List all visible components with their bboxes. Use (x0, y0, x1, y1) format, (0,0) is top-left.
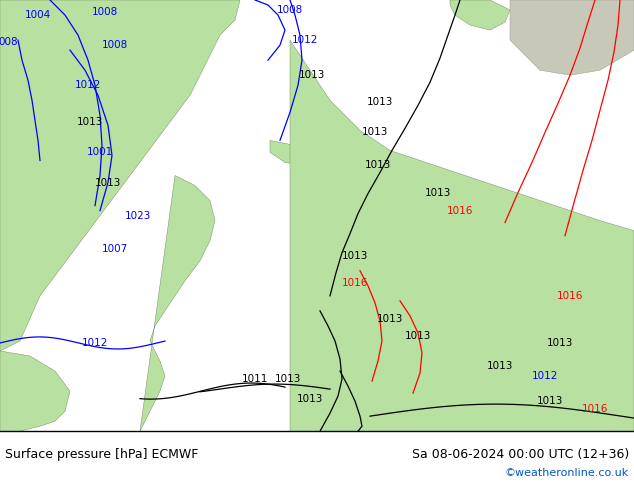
Text: ©weatheronline.co.uk: ©weatheronline.co.uk (505, 468, 629, 478)
Polygon shape (450, 0, 510, 30)
Text: 1012: 1012 (82, 338, 108, 348)
Polygon shape (400, 182, 414, 193)
Text: 1012: 1012 (292, 35, 318, 45)
Text: 1007: 1007 (102, 244, 128, 254)
Text: 1004: 1004 (25, 10, 51, 20)
Text: 1023: 1023 (125, 211, 151, 220)
Text: 1013: 1013 (77, 117, 103, 127)
Text: 1013: 1013 (537, 396, 563, 406)
Text: 1013: 1013 (377, 314, 403, 324)
Text: 008: 008 (0, 37, 18, 47)
Text: 1011: 1011 (242, 374, 268, 384)
Text: 1013: 1013 (297, 394, 323, 404)
Text: 1008: 1008 (102, 40, 128, 50)
Polygon shape (0, 0, 240, 351)
Text: Surface pressure [hPa] ECMWF: Surface pressure [hPa] ECMWF (5, 448, 198, 461)
Text: 1016: 1016 (582, 404, 608, 414)
Text: 1013: 1013 (299, 70, 325, 80)
Polygon shape (140, 175, 215, 431)
Polygon shape (310, 155, 345, 180)
Text: 1001: 1001 (87, 147, 113, 157)
Text: 1008: 1008 (92, 7, 118, 17)
Text: 1008: 1008 (277, 5, 303, 15)
Polygon shape (0, 351, 70, 431)
Text: 1013: 1013 (275, 374, 301, 384)
Polygon shape (510, 0, 634, 75)
Text: Sa 08-06-2024 00:00 UTC (12+36): Sa 08-06-2024 00:00 UTC (12+36) (411, 448, 629, 461)
Text: 1013: 1013 (367, 98, 393, 107)
Text: 1016: 1016 (557, 291, 583, 301)
Polygon shape (350, 166, 390, 189)
Text: 1013: 1013 (342, 251, 368, 261)
Text: 1013: 1013 (365, 160, 391, 171)
Text: 1013: 1013 (362, 127, 388, 137)
Polygon shape (270, 141, 310, 166)
Text: 1016: 1016 (447, 206, 473, 216)
Text: 1013: 1013 (95, 177, 121, 188)
Text: 1016: 1016 (342, 278, 368, 288)
Polygon shape (290, 40, 634, 431)
Text: 1012: 1012 (75, 80, 101, 90)
Polygon shape (425, 198, 439, 209)
Text: 1012: 1012 (532, 371, 558, 381)
Text: 1013: 1013 (425, 188, 451, 197)
Text: 1013: 1013 (487, 361, 513, 371)
Text: 1013: 1013 (547, 338, 573, 348)
Polygon shape (415, 191, 429, 200)
Text: 1013: 1013 (405, 331, 431, 341)
